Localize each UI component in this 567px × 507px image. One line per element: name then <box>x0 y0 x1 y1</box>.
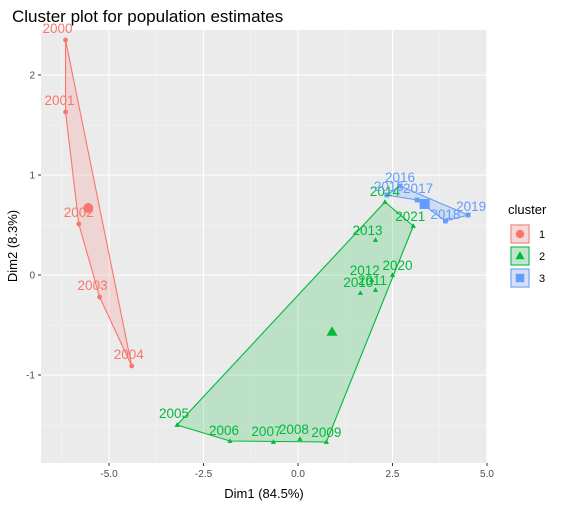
point-label: 2019 <box>456 199 486 214</box>
y-tick-label: 2 <box>29 71 35 82</box>
data-point <box>174 422 180 427</box>
point-label: 2018 <box>430 207 460 222</box>
legend-item-3: 3 <box>539 273 545 285</box>
data-point <box>357 290 364 295</box>
point-label: 2009 <box>311 425 341 440</box>
point-label: 2011 <box>358 273 387 288</box>
plot-panel <box>41 30 487 463</box>
cluster-hull-2 <box>176 201 414 443</box>
point-label: 2006 <box>209 423 239 438</box>
point-label: 2015 <box>374 179 404 194</box>
y-axis-ticks: -1 0 1 2 <box>26 71 41 382</box>
x-tick-label: 5.0 <box>480 469 494 480</box>
y-tick-label: -1 <box>26 371 35 382</box>
minor-gridlines <box>41 30 487 463</box>
data-point <box>297 436 303 441</box>
x-axis-ticks: -5.0 -2.5 0.0 2.5 5.0 <box>100 463 494 480</box>
point-label: 2004 <box>114 347 145 362</box>
data-point <box>410 223 416 228</box>
point-label: 2010 <box>343 275 373 290</box>
data-point <box>369 277 375 282</box>
data-point <box>323 439 330 444</box>
legend: cluster 1 2 3 <box>508 202 547 288</box>
major-gridlines <box>41 30 488 463</box>
data-point <box>389 272 396 277</box>
legend-key-marker <box>515 251 525 260</box>
data-point <box>382 199 388 204</box>
data-point <box>63 109 68 115</box>
point-label: 2003 <box>78 278 108 293</box>
cluster-center-1 <box>83 203 94 213</box>
legend-key-marker <box>515 273 525 283</box>
point-label: 2012 <box>350 263 380 278</box>
x-tick-label: -5.0 <box>100 469 118 480</box>
data-point <box>414 197 420 203</box>
legend-item-2: 2 <box>539 251 545 263</box>
point-label: 2002 <box>64 205 94 220</box>
point-label: 2008 <box>279 422 309 437</box>
data-point <box>97 294 102 300</box>
x-tick-label: 0.0 <box>291 469 305 480</box>
x-axis-title: Dim1 (84.5%) <box>224 486 303 501</box>
chart-title: Cluster plot for population estimates <box>12 7 283 26</box>
cluster-center-2 <box>326 326 338 336</box>
legend-item-1: 1 <box>539 229 545 241</box>
point-label: 2014 <box>370 184 401 199</box>
point-label: 2020 <box>382 258 412 273</box>
point-label: 2005 <box>159 406 189 421</box>
legend-key-marker <box>515 229 525 239</box>
data-point <box>227 438 233 443</box>
legend-title: cluster <box>508 202 547 217</box>
data-point <box>372 237 379 242</box>
point-label: 2000 <box>43 21 73 36</box>
data-point <box>443 218 448 224</box>
cluster-hull-1 <box>65 39 133 367</box>
cluster-center-3 <box>419 199 430 209</box>
cluster-points <box>63 37 471 444</box>
data-point <box>465 212 471 218</box>
data-point <box>397 183 403 189</box>
data-point <box>384 192 390 198</box>
point-label: 2021 <box>395 209 425 224</box>
x-tick-label: 2.5 <box>386 469 400 480</box>
cluster-centers <box>83 199 430 336</box>
y-tick-label: 1 <box>29 171 35 182</box>
data-point <box>76 221 82 227</box>
point-label: 2007 <box>251 424 281 439</box>
data-point <box>129 363 135 369</box>
data-point <box>270 439 277 444</box>
point-label: 2017 <box>403 181 433 196</box>
point-label: 2013 <box>352 223 382 238</box>
point-label: 2016 <box>385 170 415 185</box>
data-point <box>372 287 379 292</box>
point-label: 2001 <box>45 93 75 108</box>
data-point <box>63 37 68 43</box>
y-axis-title: Dim2 (8.3%) <box>5 210 20 282</box>
y-tick-label: 0 <box>29 271 35 282</box>
x-tick-label: -2.5 <box>195 469 213 480</box>
